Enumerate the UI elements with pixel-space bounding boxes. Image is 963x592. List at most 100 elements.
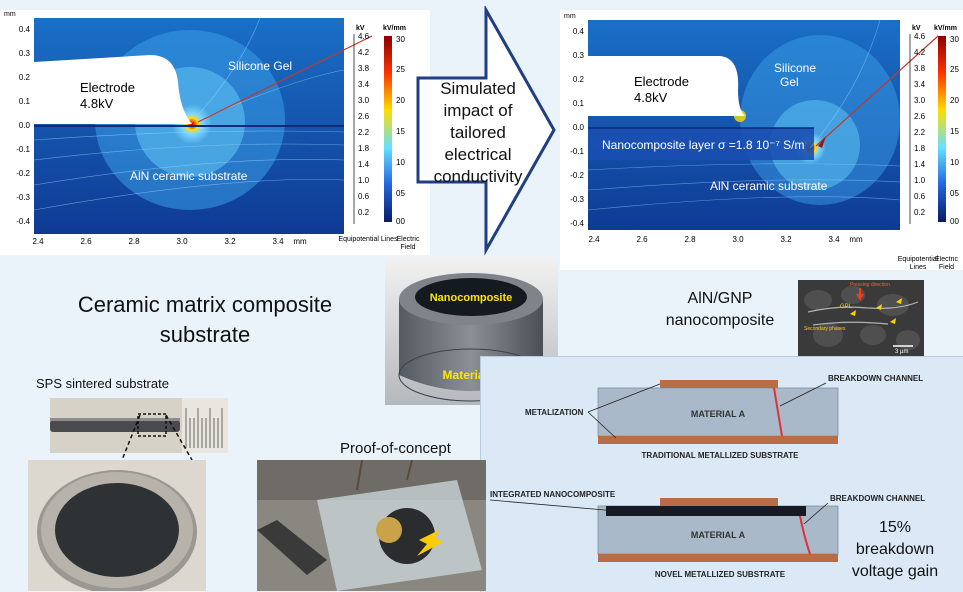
field-tick: 15 <box>396 127 405 136</box>
novel-caption: NOVEL METALLIZED SUBSTRATE <box>655 570 786 579</box>
field-tick: 10 <box>396 158 405 167</box>
sem-micrograph: Pressing direction GPL Secondary phases … <box>798 280 924 357</box>
kv-tick: 3.4 <box>358 80 370 89</box>
legend-equipotential: Equipotential Lines <box>897 256 939 271</box>
kv-tick: 0.6 <box>914 192 926 201</box>
x-tick: 3.2 <box>224 237 236 246</box>
x-tick: 2.6 <box>636 235 648 244</box>
field-tick: 05 <box>396 189 405 198</box>
big-arrow <box>416 6 556 256</box>
field-tick: 20 <box>950 96 959 105</box>
cylinder-top-label: Nanocomposite <box>430 292 513 304</box>
field-tick: 20 <box>396 96 405 105</box>
trad-caption: TRADITIONAL METALLIZED SUBSTRATE <box>642 451 800 460</box>
poc-photo <box>257 460 486 591</box>
field-tick: 25 <box>950 65 959 74</box>
gel-label: Silicone <box>774 61 816 75</box>
left-axis-unit: mm <box>4 11 16 18</box>
x-tick: 2.8 <box>128 237 140 246</box>
field-tick: 15 <box>950 127 959 136</box>
gain-text-line: breakdown <box>855 541 935 558</box>
field-colorbar <box>384 36 392 222</box>
y-tick: 0.2 <box>573 75 585 84</box>
y-tick: -0.1 <box>570 147 584 156</box>
y-tick: -0.2 <box>16 169 30 178</box>
x-tick: 3.0 <box>732 235 744 244</box>
kv-tick: 0.2 <box>358 208 370 217</box>
kv-tick: 4.2 <box>914 48 926 57</box>
kv-tick: 3.4 <box>914 80 926 89</box>
y-tick: -0.4 <box>570 219 584 228</box>
y-tick: 0.0 <box>19 121 31 130</box>
arrow-text-line: tailored <box>450 123 506 142</box>
electrode-label: Electrode <box>80 80 135 95</box>
kv-tick: 2.2 <box>358 128 370 137</box>
x-tick: 2.4 <box>588 235 600 244</box>
x-tick: 2.6 <box>80 237 92 246</box>
sps-photo <box>50 398 228 453</box>
arrow-text-line: conductivity <box>433 167 523 186</box>
trad-material-label: MATERIAL A <box>691 409 746 419</box>
arrow-text-line: impact of <box>443 101 513 120</box>
sem-scale-label: 3 µm <box>895 349 908 355</box>
y-tick: 0.1 <box>573 99 585 108</box>
legend-field: Electric Field <box>935 256 958 271</box>
kv-tick: 0.2 <box>914 208 926 217</box>
field-header: kV/mm <box>383 25 406 32</box>
nano-layer-label: Nanocomposite layer σ =1.8 10⁻⁷ S/m <box>602 138 805 152</box>
x-tick: 3.4 <box>828 235 840 244</box>
kv-tick: 2.6 <box>914 112 926 121</box>
kv-tick: 2.6 <box>358 112 370 121</box>
kv-tick: 3.0 <box>358 96 370 105</box>
gel-label: Silicone Gel <box>228 59 292 73</box>
x-tick: 3.0 <box>176 237 188 246</box>
novel-material-label: MATERIAL A <box>691 530 746 540</box>
kv-tick: 3.8 <box>358 64 370 73</box>
cmc-title-line: Ceramic matrix composite <box>77 292 333 317</box>
sem-pressing-label: Pressing direction <box>850 282 890 288</box>
kv-tick: 1.4 <box>914 160 926 169</box>
legend-field: Electric Field <box>396 236 420 251</box>
x-tick: 3.4 <box>272 237 284 246</box>
left-field-simulation: mm 0.4 0.3 0.2 0.1 0.0 -0.1 -0.2 -0.3 -0… <box>0 10 430 255</box>
kv-tick: 1.4 <box>358 160 370 169</box>
trad-breakdown-label: BREAKDOWN CHANNEL <box>828 374 923 383</box>
x-unit: mm <box>293 237 307 246</box>
kv-tick: 3.0 <box>914 96 926 105</box>
cmc-title-line: substrate <box>159 322 251 347</box>
field-colorbar <box>938 36 946 222</box>
novel-breakdown-label: BREAKDOWN CHANNEL <box>830 494 925 503</box>
kv-tick: 1.0 <box>358 176 370 185</box>
arrow-text-line: Simulated <box>440 79 516 98</box>
y-tick: 0.3 <box>573 51 585 60</box>
sps-label: SPS sintered substrate <box>36 376 169 391</box>
gain-text-line: voltage gain <box>851 563 939 580</box>
substrate-label: AlN ceramic substrate <box>130 169 248 183</box>
kv-tick: 1.0 <box>914 176 926 185</box>
y-tick: 0.3 <box>19 49 31 58</box>
field-tick: 00 <box>396 217 405 226</box>
x-tick: 2.4 <box>32 237 44 246</box>
arrow-text-line: electrical <box>444 145 512 164</box>
electrode-label: Electrode <box>634 74 689 89</box>
x-tick: 2.8 <box>684 235 696 244</box>
kv-header: kV <box>356 25 365 32</box>
kv-tick: 3.8 <box>914 64 926 73</box>
field-tick: 05 <box>950 189 959 198</box>
kv-tick: 1.8 <box>358 144 370 153</box>
field-tick: 25 <box>396 65 405 74</box>
kv-header: kV <box>912 25 921 32</box>
electrode-voltage: 4.8kV <box>80 96 114 111</box>
y-tick: 0.4 <box>573 27 585 36</box>
poc-label: Proof-of-concept <box>340 440 451 457</box>
gain-text-line: 15% <box>878 519 912 536</box>
kv-tick: 1.8 <box>914 144 926 153</box>
right-field-simulation: mm 0.4 0.3 0.2 0.1 0.0 -0.1 -0.2 -0.3 -0… <box>560 10 963 270</box>
field-tick: 30 <box>950 35 959 44</box>
kv-tick: 4.6 <box>914 32 926 41</box>
right-axis-unit: mm <box>564 13 576 20</box>
y-tick: -0.2 <box>570 171 584 180</box>
metallization-diagram: MATERIAL A BREAKDOWN CHANNEL METALIZATIO… <box>489 374 925 579</box>
field-header: kV/mm <box>934 25 957 32</box>
aln-gnp-line: AlN/GNP <box>687 290 753 307</box>
